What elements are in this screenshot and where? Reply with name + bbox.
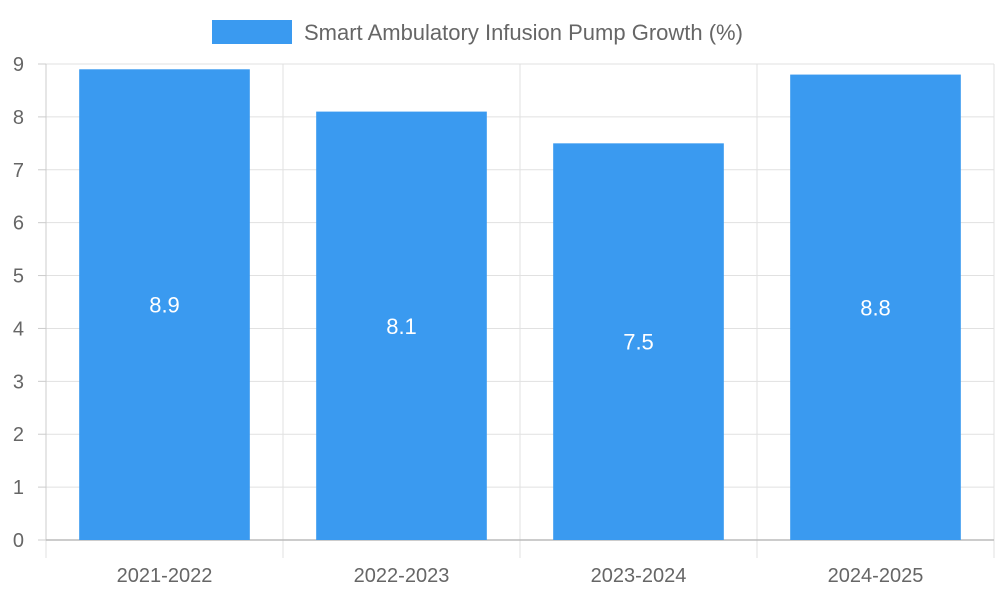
y-tick-label: 0 [13, 530, 24, 552]
legend-swatch [212, 20, 292, 44]
bars [79, 69, 961, 541]
legend: Smart Ambulatory Infusion Pump Growth (%… [212, 20, 743, 45]
bar-value-label: 8.1 [386, 314, 417, 339]
x-tick-label: 2021-2022 [117, 565, 213, 587]
y-axis-ticks: 0 1 2 3 4 5 6 7 8 9 [13, 54, 46, 552]
x-axis-ticks: 2021-2022 2022-2023 2023-2024 2024-2025 [117, 565, 924, 587]
bar [316, 111, 487, 540]
y-tick-label: 5 [13, 266, 24, 288]
y-tick-label: 9 [13, 54, 24, 76]
y-tick-label: 7 [13, 160, 24, 182]
bar [79, 69, 250, 541]
bar [553, 143, 724, 541]
bar [790, 74, 961, 541]
legend-label: Smart Ambulatory Infusion Pump Growth (%… [304, 20, 743, 45]
bar-value-label: 8.9 [149, 293, 180, 318]
bar-labels: 8.9 8.1 7.5 8.8 [149, 293, 891, 355]
y-tick-label: 1 [13, 477, 24, 499]
x-tick-label: 2022-2023 [354, 565, 450, 587]
bar-value-label: 7.5 [623, 330, 654, 355]
y-tick-label: 8 [13, 107, 24, 129]
y-tick-label: 6 [13, 213, 24, 235]
x-tick-label: 2023-2024 [591, 565, 687, 587]
x-tick-label: 2024-2025 [828, 565, 924, 587]
y-tick-label: 4 [13, 318, 24, 340]
y-tick-label: 3 [13, 371, 24, 393]
y-tick-label: 2 [13, 424, 24, 446]
bar-value-label: 8.8 [860, 295, 891, 320]
